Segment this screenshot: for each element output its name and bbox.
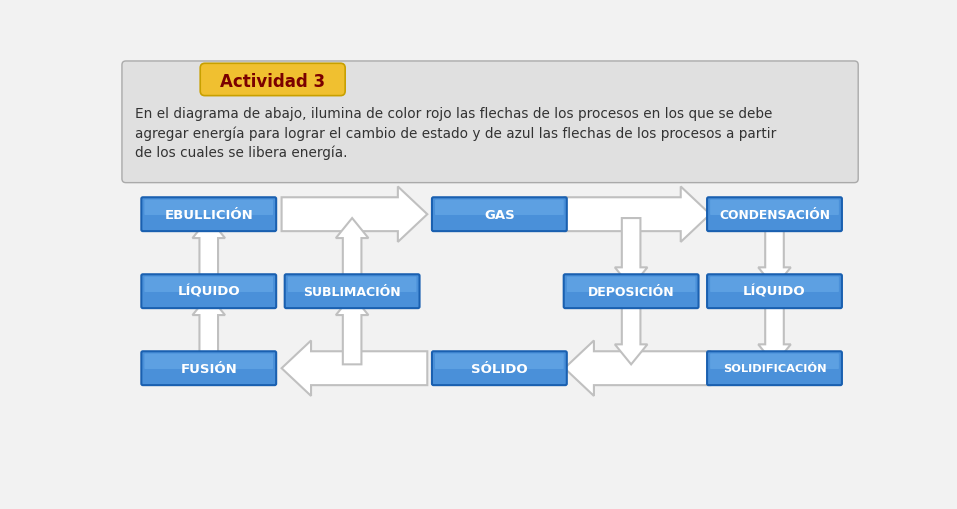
FancyBboxPatch shape <box>432 198 567 232</box>
Polygon shape <box>336 219 368 288</box>
FancyBboxPatch shape <box>435 354 564 369</box>
FancyBboxPatch shape <box>145 354 273 369</box>
FancyBboxPatch shape <box>432 352 567 385</box>
FancyBboxPatch shape <box>567 277 696 292</box>
Text: SUBLIMACIÓN: SUBLIMACIÓN <box>303 285 401 298</box>
FancyBboxPatch shape <box>288 277 416 292</box>
Polygon shape <box>281 187 427 242</box>
Text: LÍQUIDO: LÍQUIDO <box>177 285 240 298</box>
Text: FUSIÓN: FUSIÓN <box>180 362 237 375</box>
Text: CONDENSACIÓN: CONDENSACIÓN <box>719 208 830 221</box>
Polygon shape <box>192 295 225 364</box>
Text: En el diagrama de abajo, ilumina de color rojo las flechas de los procesos en lo: En el diagrama de abajo, ilumina de colo… <box>135 107 772 121</box>
FancyBboxPatch shape <box>564 275 699 308</box>
Polygon shape <box>281 341 427 396</box>
Text: agregar energía para lograr el cambio de estado y de azul las flechas de los pro: agregar energía para lograr el cambio de… <box>135 126 776 141</box>
Polygon shape <box>336 295 368 364</box>
FancyBboxPatch shape <box>284 275 419 308</box>
FancyBboxPatch shape <box>200 64 345 96</box>
Polygon shape <box>565 187 710 242</box>
FancyBboxPatch shape <box>142 198 277 232</box>
FancyBboxPatch shape <box>145 277 273 292</box>
FancyBboxPatch shape <box>435 200 564 215</box>
FancyBboxPatch shape <box>142 352 277 385</box>
Text: SÓLIDO: SÓLIDO <box>471 362 527 375</box>
FancyBboxPatch shape <box>707 275 842 308</box>
FancyBboxPatch shape <box>145 200 273 215</box>
Text: GAS: GAS <box>484 208 515 221</box>
Polygon shape <box>758 219 790 288</box>
FancyBboxPatch shape <box>707 198 842 232</box>
FancyBboxPatch shape <box>707 352 842 385</box>
Polygon shape <box>758 295 790 364</box>
Polygon shape <box>565 341 710 396</box>
FancyBboxPatch shape <box>142 275 277 308</box>
Text: DEPOSICIÓN: DEPOSICIÓN <box>588 285 675 298</box>
Text: Actividad 3: Actividad 3 <box>220 73 324 91</box>
Text: LÍQUIDO: LÍQUIDO <box>744 285 806 298</box>
FancyBboxPatch shape <box>710 277 839 292</box>
FancyBboxPatch shape <box>710 200 839 215</box>
FancyBboxPatch shape <box>710 354 839 369</box>
Polygon shape <box>614 219 647 288</box>
Text: EBULLICIÓN: EBULLICIÓN <box>165 208 253 221</box>
Text: de los cuales se libera energía.: de los cuales se libera energía. <box>135 146 347 160</box>
FancyBboxPatch shape <box>122 62 858 183</box>
Polygon shape <box>614 295 647 364</box>
Polygon shape <box>192 219 225 288</box>
Text: SOLIDIFICACIÓN: SOLIDIFICACIÓN <box>723 363 826 374</box>
